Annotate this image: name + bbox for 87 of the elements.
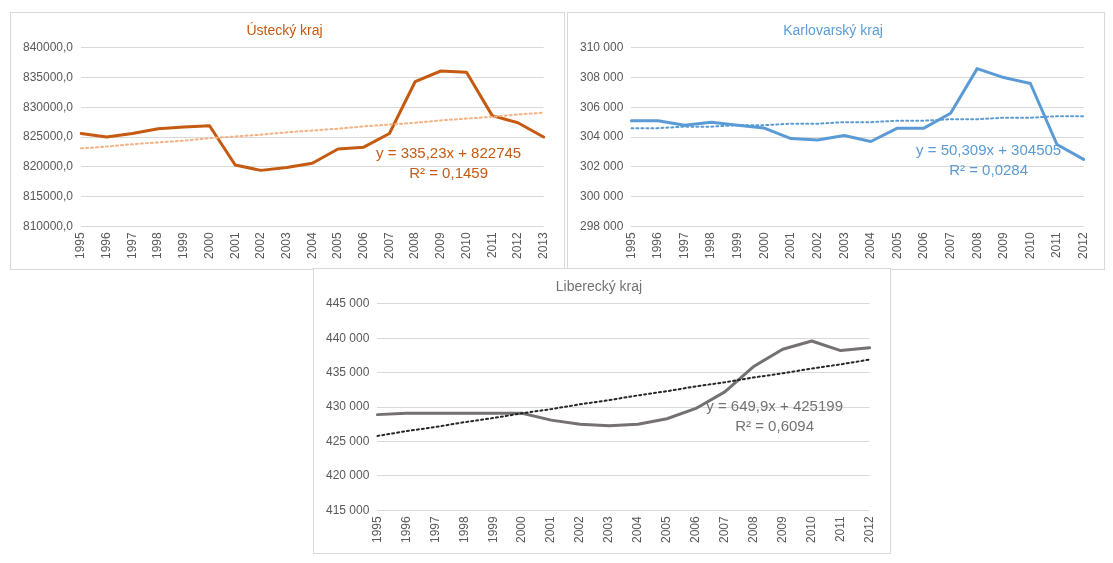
y-tick-label: 830000,0 [22, 99, 74, 114]
x-tick-label: 2010 [1022, 231, 1037, 260]
x-tick-label: 2006 [356, 231, 371, 260]
y-tick-label: 302 000 [579, 159, 624, 174]
y-tick-label: 420 000 [325, 468, 370, 483]
x-tick-label: 2011 [1049, 231, 1064, 259]
x-tick-label: 2001 [783, 231, 798, 260]
x-tick-label: 2000 [201, 231, 216, 260]
annotation: y = 50,309x + 304505 [916, 140, 1062, 158]
annotation: y = 335,23x + 822745 [376, 144, 522, 162]
x-tick-label: 1997 [427, 515, 442, 544]
x-tick-label: 1996 [99, 231, 114, 260]
x-tick-label: 2002 [809, 231, 824, 260]
annotation: R² = 0,0284 [949, 160, 1029, 178]
x-tick-label: 2012 [1075, 231, 1090, 260]
y-tick-label: 298 000 [579, 218, 624, 233]
y-tick-label: 445 000 [325, 296, 370, 311]
x-tick-label: 1999 [485, 515, 500, 544]
x-tick-label: 2005 [330, 231, 345, 260]
y-tick-label: 820000,0 [22, 159, 74, 174]
x-tick-label: 1998 [150, 231, 165, 260]
y-tick-label: 415 000 [325, 502, 370, 517]
y-tick-label: 304 000 [579, 129, 624, 144]
y-tick-label: 430 000 [325, 399, 370, 414]
x-tick-label: 2008 [407, 231, 422, 260]
y-tick-label: 306 000 [579, 99, 624, 114]
x-tick-label: 2009 [433, 231, 448, 260]
x-tick-label: 1997 [124, 231, 139, 260]
x-tick-label: 2007 [717, 515, 732, 544]
y-tick-label: 300 000 [579, 188, 624, 203]
chart-title: Ústecký kraj [246, 22, 323, 39]
line-series [376, 358, 871, 437]
x-tick-label: 2005 [889, 231, 904, 260]
chart-title: Karlovarský kraj [783, 22, 883, 39]
x-tick-label: 2010 [458, 231, 473, 260]
x-tick-label: 1999 [730, 231, 745, 260]
x-tick-label: 2003 [278, 231, 293, 260]
y-tick-label: 310 000 [579, 40, 624, 55]
x-tick-label: 1998 [456, 515, 471, 544]
x-tick-label: 2007 [381, 231, 396, 260]
x-tick-label: 1996 [650, 231, 665, 260]
x-tick-label: 1997 [676, 231, 691, 260]
x-tick-label: 2000 [514, 515, 529, 544]
x-tick-label: 2003 [601, 515, 616, 544]
y-tick-label: 840000,0 [22, 40, 74, 55]
x-tick-label: 2006 [688, 515, 703, 544]
x-tick-label: 2006 [916, 231, 931, 260]
y-tick-label: 810000,0 [22, 218, 74, 233]
y-tick-label: 435 000 [325, 364, 370, 379]
x-tick-label: 2004 [863, 231, 878, 260]
x-tick-label: 2012 [510, 231, 525, 260]
x-tick-label: 1995 [623, 231, 638, 260]
x-tick-label: 2001 [227, 231, 242, 260]
x-tick-label: 1995 [73, 231, 88, 260]
x-tick-label: 2011 [832, 515, 847, 543]
x-tick-label: 2003 [836, 231, 851, 260]
x-tick-label: 2013 [535, 231, 550, 260]
annotation: R² = 0,1459 [409, 164, 489, 182]
x-tick-label: 2005 [659, 515, 674, 544]
x-tick-label: 2008 [969, 231, 984, 260]
x-tick-label: 2011 [484, 231, 499, 259]
x-tick-label: 2008 [746, 515, 761, 544]
x-tick-label: 2007 [942, 231, 957, 260]
chart-title: Liberecký kraj [555, 278, 643, 295]
line-series [80, 111, 545, 150]
x-tick-label: 2002 [572, 515, 587, 544]
x-tick-label: 2000 [756, 231, 771, 260]
x-tick-label: 2004 [630, 515, 645, 544]
x-tick-label: 2002 [253, 231, 268, 260]
x-tick-label: 2010 [804, 515, 818, 544]
x-tick-label: 2001 [543, 515, 558, 544]
y-tick-label: 440 000 [325, 330, 370, 345]
y-tick-label: 815000,0 [22, 188, 74, 203]
y-tick-label: 308 000 [579, 69, 624, 84]
annotation: R² = 0,6094 [735, 417, 815, 435]
x-tick-label: 2012 [861, 515, 876, 544]
x-tick-label: 2009 [996, 231, 1011, 260]
x-tick-label: 1996 [398, 515, 413, 544]
y-tick-label: 835000,0 [22, 69, 74, 84]
annotation: y = 649,9x + 425199 [706, 397, 843, 415]
y-tick-label: 425 000 [325, 433, 370, 448]
x-tick-label: 1998 [703, 231, 718, 260]
x-tick-label: 2004 [304, 231, 319, 260]
y-tick-label: 825000,0 [22, 129, 74, 144]
x-tick-label: 1999 [176, 231, 191, 260]
x-tick-label: 2009 [775, 515, 790, 544]
x-tick-label: 1995 [369, 515, 384, 544]
